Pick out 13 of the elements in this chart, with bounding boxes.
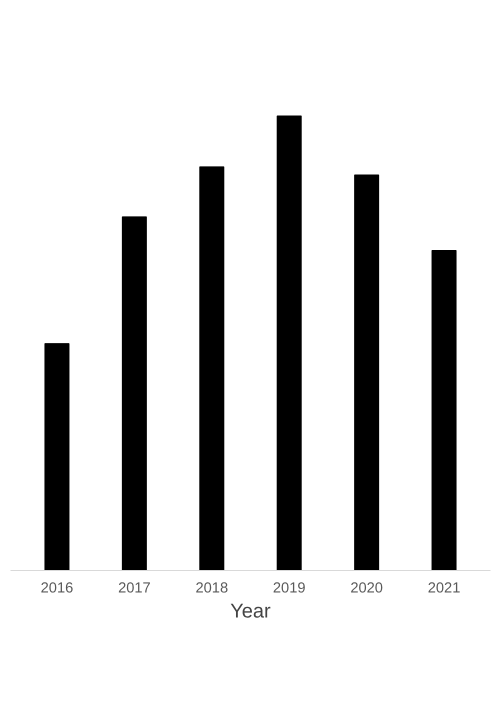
bar xyxy=(354,174,380,570)
bar xyxy=(432,250,457,570)
bar xyxy=(276,115,302,570)
bar xyxy=(199,166,224,570)
x-tick-label: 2021 xyxy=(428,580,460,596)
x-tick-label: 2020 xyxy=(350,580,383,596)
bar xyxy=(44,343,70,570)
x-tick-label: 2019 xyxy=(272,580,306,596)
x-tick-label: 2018 xyxy=(195,580,228,596)
bar xyxy=(122,216,147,570)
x-tick-label: 2016 xyxy=(40,580,74,596)
x-tick-label: 2017 xyxy=(118,580,151,596)
x-axis-title: Year xyxy=(230,600,272,622)
